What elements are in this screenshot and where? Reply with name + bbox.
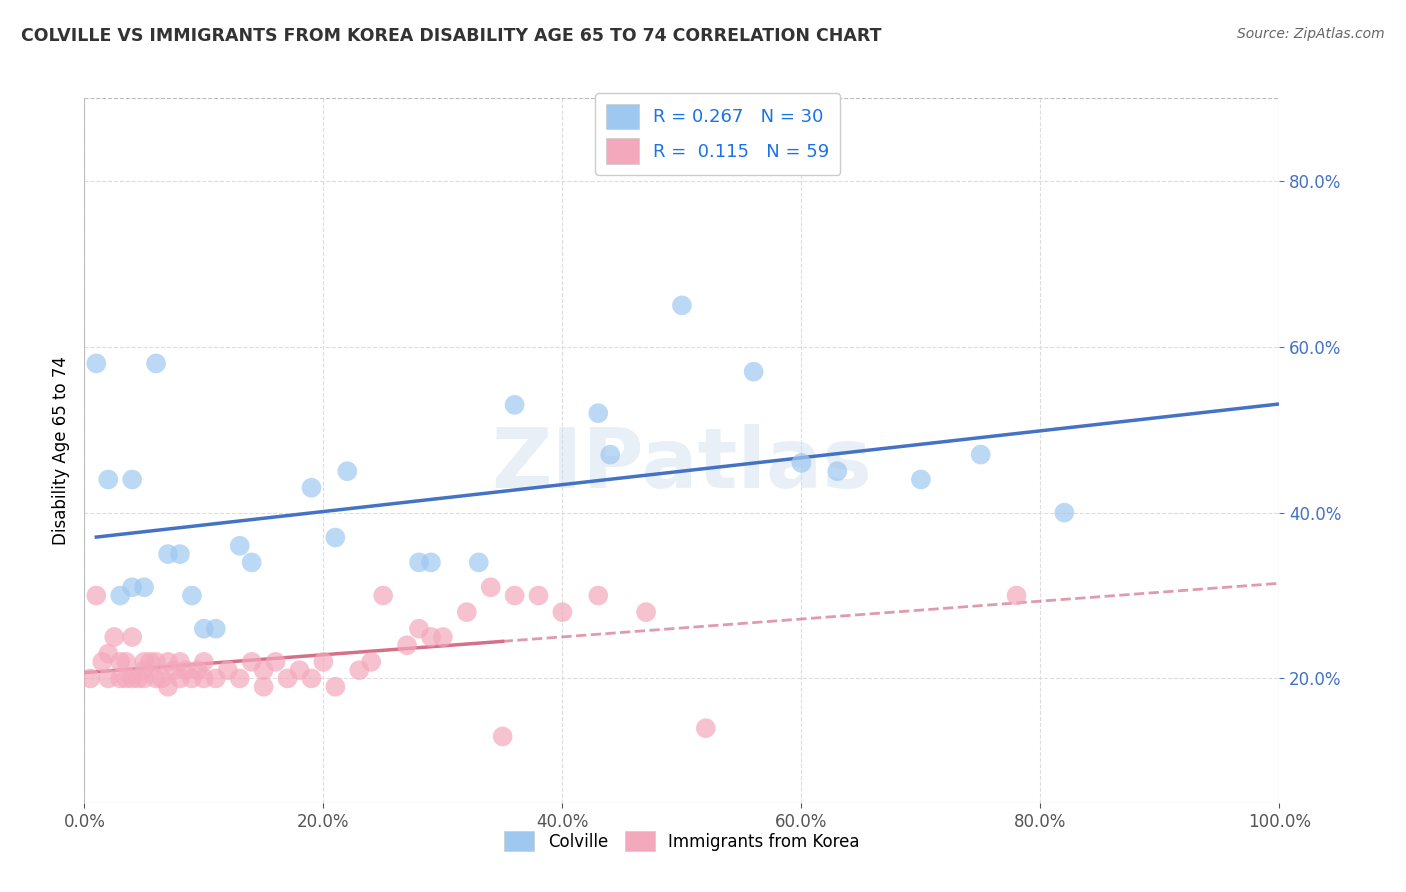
Point [503, 398, 526, 412]
Point [132, 663, 156, 677]
Point [145, 356, 167, 370]
Point [110, 589, 132, 603]
Point [127, 672, 149, 686]
Point [1005, 589, 1028, 603]
Point [229, 672, 252, 686]
Point [336, 464, 359, 478]
Point [157, 680, 180, 694]
Point [181, 672, 204, 686]
Point [115, 672, 138, 686]
Point [97, 647, 120, 661]
Point [360, 655, 382, 669]
Point [97, 672, 120, 686]
Point [91, 655, 114, 669]
Point [121, 473, 143, 487]
Point [253, 680, 276, 694]
Point [551, 605, 574, 619]
Point [174, 663, 197, 677]
Point [150, 672, 173, 686]
Point [420, 555, 443, 569]
Y-axis label: Disability Age 65 to 74: Disability Age 65 to 74 [52, 356, 70, 545]
Point [169, 547, 191, 561]
Point [121, 630, 143, 644]
Point [456, 605, 478, 619]
Text: ZIPatlas: ZIPatlas [492, 424, 872, 505]
Point [121, 580, 143, 594]
Point [193, 655, 215, 669]
Point [115, 655, 138, 669]
Point [132, 655, 156, 669]
Point [79, 672, 101, 686]
Point [110, 672, 132, 686]
Point [396, 638, 419, 652]
Text: COLVILLE VS IMMIGRANTS FROM KOREA DISABILITY AGE 65 TO 74 CORRELATION CHART: COLVILLE VS IMMIGRANTS FROM KOREA DISABI… [21, 27, 882, 45]
Point [312, 655, 335, 669]
Point [1053, 506, 1076, 520]
Point [288, 663, 311, 677]
Point [349, 663, 371, 677]
Point [193, 672, 215, 686]
Point [277, 672, 299, 686]
Point [193, 622, 215, 636]
Point [970, 448, 993, 462]
Point [121, 672, 143, 686]
Point [157, 655, 180, 669]
Point [468, 555, 491, 569]
Point [181, 589, 204, 603]
Point [408, 622, 430, 636]
Point [217, 663, 239, 677]
Point [790, 456, 813, 470]
Point [169, 672, 191, 686]
Point [110, 655, 132, 669]
Point [145, 655, 167, 669]
Point [240, 555, 263, 569]
Point [264, 655, 287, 669]
Point [325, 531, 347, 545]
Point [695, 721, 717, 735]
Point [479, 580, 502, 594]
Point [187, 663, 209, 677]
Point [373, 589, 395, 603]
Point [205, 622, 228, 636]
Point [253, 663, 276, 677]
Point [163, 663, 186, 677]
Point [599, 448, 621, 462]
Point [671, 298, 693, 312]
Point [910, 473, 932, 487]
Point [86, 589, 108, 603]
Point [503, 589, 526, 603]
Legend: Colville, Immigrants from Korea: Colville, Immigrants from Korea [498, 824, 866, 858]
Point [827, 464, 849, 478]
Point [139, 655, 162, 669]
Point [205, 672, 228, 686]
Point [169, 655, 191, 669]
Point [132, 672, 156, 686]
Point [86, 356, 108, 370]
Point [588, 589, 610, 603]
Point [420, 630, 443, 644]
Point [157, 547, 180, 561]
Point [742, 365, 765, 379]
Point [145, 672, 167, 686]
Point [132, 580, 156, 594]
Point [240, 655, 263, 669]
Point [103, 630, 125, 644]
Text: Source: ZipAtlas.com: Source: ZipAtlas.com [1237, 27, 1385, 41]
Point [432, 630, 454, 644]
Point [325, 680, 347, 694]
Point [301, 672, 323, 686]
Point [97, 473, 120, 487]
Point [492, 730, 515, 744]
Point [636, 605, 658, 619]
Point [301, 481, 323, 495]
Point [408, 555, 430, 569]
Point [588, 406, 610, 420]
Point [527, 589, 550, 603]
Point [229, 539, 252, 553]
